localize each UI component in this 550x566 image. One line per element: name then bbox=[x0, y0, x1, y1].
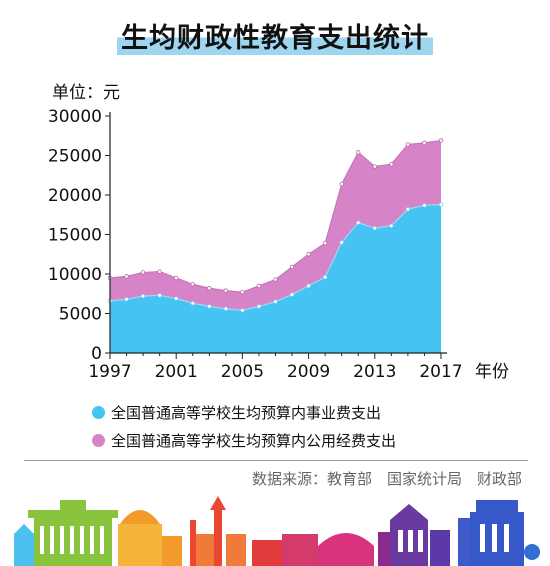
point-public-2000 bbox=[157, 269, 162, 274]
x-tick-label-2005: 2005 bbox=[221, 362, 264, 382]
point-public-2008 bbox=[289, 264, 295, 270]
point-public-2003 bbox=[207, 286, 212, 291]
legend-item-expenditure: 全国普通高等学校生均预算内事业费支出 bbox=[92, 402, 381, 423]
point-public-2014 bbox=[389, 161, 394, 167]
chart-title: 生均财政性教育支出统计 bbox=[117, 16, 433, 55]
point-operating-2009 bbox=[306, 283, 311, 289]
point-public-2017 bbox=[438, 138, 444, 143]
point-public-2013 bbox=[372, 164, 377, 169]
legend-dot-expenditure bbox=[92, 406, 105, 419]
y-tick-label-30000: 30000 bbox=[48, 107, 102, 127]
point-public-2012 bbox=[356, 150, 361, 155]
data-source: 数据来源：教育部 国家统计局 财政部 bbox=[251, 470, 522, 488]
area-operating-expenditure bbox=[110, 204, 441, 353]
point-public-1999 bbox=[140, 270, 146, 275]
x-tick-label-2001: 2001 bbox=[155, 362, 198, 382]
point-operating-2016 bbox=[422, 203, 427, 208]
city-skyline-illustration bbox=[14, 496, 540, 566]
point-operating-2015 bbox=[405, 207, 411, 212]
point-operating-2002 bbox=[190, 301, 195, 306]
point-operating-2010 bbox=[322, 274, 328, 280]
area-public-funds bbox=[110, 140, 441, 311]
point-public-2005 bbox=[240, 289, 245, 295]
point-operating-2003 bbox=[207, 304, 212, 309]
area-chart: 0 5000 10000 15000 20000 25000 30000 1997 2001 20… bbox=[48, 107, 509, 382]
point-public-2009 bbox=[306, 252, 311, 257]
point-public-2015 bbox=[405, 142, 411, 147]
point-operating-2006 bbox=[256, 304, 262, 309]
point-operating-2014 bbox=[389, 223, 394, 229]
legend-dot-public bbox=[92, 434, 105, 447]
point-public-2007 bbox=[273, 277, 278, 282]
y-tick-label-5000: 5000 bbox=[59, 305, 102, 325]
point-public-1998 bbox=[124, 274, 129, 279]
point-operating-2013 bbox=[372, 225, 377, 231]
point-public-2002 bbox=[190, 282, 195, 287]
point-public-2001 bbox=[173, 275, 179, 281]
point-operating-2005 bbox=[240, 308, 245, 313]
point-public-2006 bbox=[256, 283, 262, 289]
legend-label-public: 全国普通高等学校生均预算内公用经费支出 bbox=[111, 432, 397, 450]
x-axis-label: 年份 bbox=[475, 362, 509, 382]
point-public-2004 bbox=[223, 288, 229, 293]
point-operating-2008 bbox=[289, 292, 295, 297]
point-operating-1999 bbox=[140, 293, 146, 299]
y-tick-label-10000: 10000 bbox=[48, 265, 102, 285]
point-public-2016 bbox=[422, 140, 427, 146]
x-tick-label-2017: 2017 bbox=[419, 362, 462, 382]
y-tick-label-25000: 25000 bbox=[48, 147, 102, 167]
x-tick-label-1997: 1997 bbox=[88, 362, 131, 382]
legend-label-expenditure: 全国普通高等学校生均预算内事业费支出 bbox=[111, 404, 382, 422]
legend-item-public: 全国普通高等学校生均预算内公用经费支出 bbox=[92, 430, 396, 451]
point-public-2011 bbox=[339, 181, 344, 187]
y-tick-label-20000: 20000 bbox=[48, 186, 102, 206]
point-operating-2011 bbox=[339, 240, 344, 245]
point-operating-2012 bbox=[356, 220, 361, 225]
y-tick-label-15000: 15000 bbox=[48, 226, 102, 246]
footer-divider bbox=[24, 460, 528, 461]
point-operating-2004 bbox=[223, 306, 229, 311]
x-tick-label-2009: 2009 bbox=[287, 362, 330, 382]
x-tick-label-2013: 2013 bbox=[353, 362, 396, 382]
point-public-2010 bbox=[322, 240, 328, 246]
point-operating-2007 bbox=[273, 299, 278, 304]
point-operating-2001 bbox=[173, 296, 179, 301]
point-operating-1998 bbox=[124, 297, 129, 302]
y-tick-label-0: 0 bbox=[91, 344, 102, 364]
unit-label: 单位：元 bbox=[52, 83, 120, 103]
point-operating-2017 bbox=[438, 202, 444, 207]
point-operating-2000 bbox=[157, 293, 162, 298]
